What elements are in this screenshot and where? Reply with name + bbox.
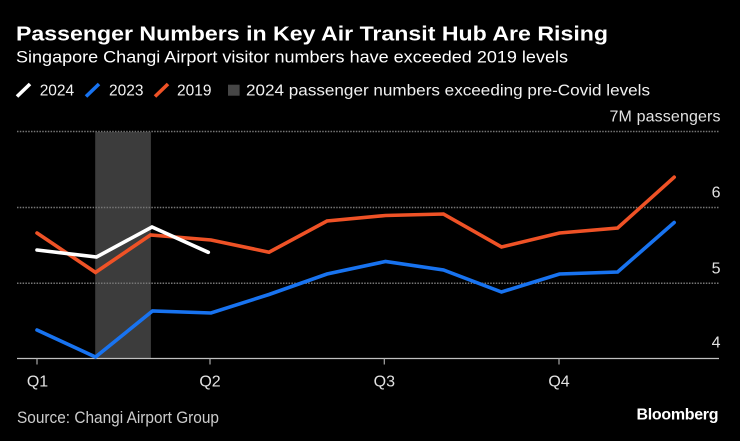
svg-text:Q2: Q2: [199, 374, 220, 391]
svg-text:4: 4: [712, 335, 721, 352]
svg-text:Q3: Q3: [374, 374, 395, 391]
svg-text:Passenger Numbers in Key Air T: Passenger Numbers in Key Air Transit Hub…: [16, 24, 608, 46]
svg-text:Bloomberg: Bloomberg: [637, 407, 719, 424]
svg-text:Q4: Q4: [548, 374, 569, 391]
svg-text:5: 5: [712, 261, 721, 278]
svg-text:2023: 2023: [109, 83, 143, 100]
svg-text:2024: 2024: [40, 83, 75, 100]
svg-text:7M passengers: 7M passengers: [610, 108, 721, 125]
svg-text:Singapore Changi Airport visit: Singapore Changi Airport visitor numbers…: [16, 48, 568, 67]
svg-text:Source: Changi Airport Group: Source: Changi Airport Group: [17, 408, 219, 427]
svg-text:Q1: Q1: [27, 374, 48, 391]
svg-text:2024 passenger numbers exceedi: 2024 passenger numbers exceeding pre-Cov…: [246, 83, 650, 100]
svg-text:2019: 2019: [177, 83, 211, 100]
svg-text:6: 6: [712, 185, 721, 202]
